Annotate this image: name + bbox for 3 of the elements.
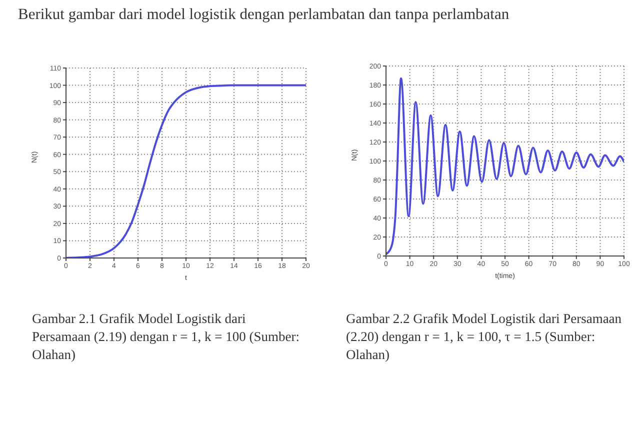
text: Gambar 2.1 Grafik Model Logistik dari Persamaan (2.19) dengan r = 1, k = 100 (Sumber: Olahan): [32, 310, 301, 364]
text: Berikut gambar dari model logistik dengan perlambatan dan tanpa perlambatan: [18, 6, 510, 24]
text: Gambar 2.2 Grafik Model Logistik dari Persamaan (2.20) dengan r = 1, k = 100, τ = 1.5 (Sumber: Olahan): [346, 310, 623, 364]
